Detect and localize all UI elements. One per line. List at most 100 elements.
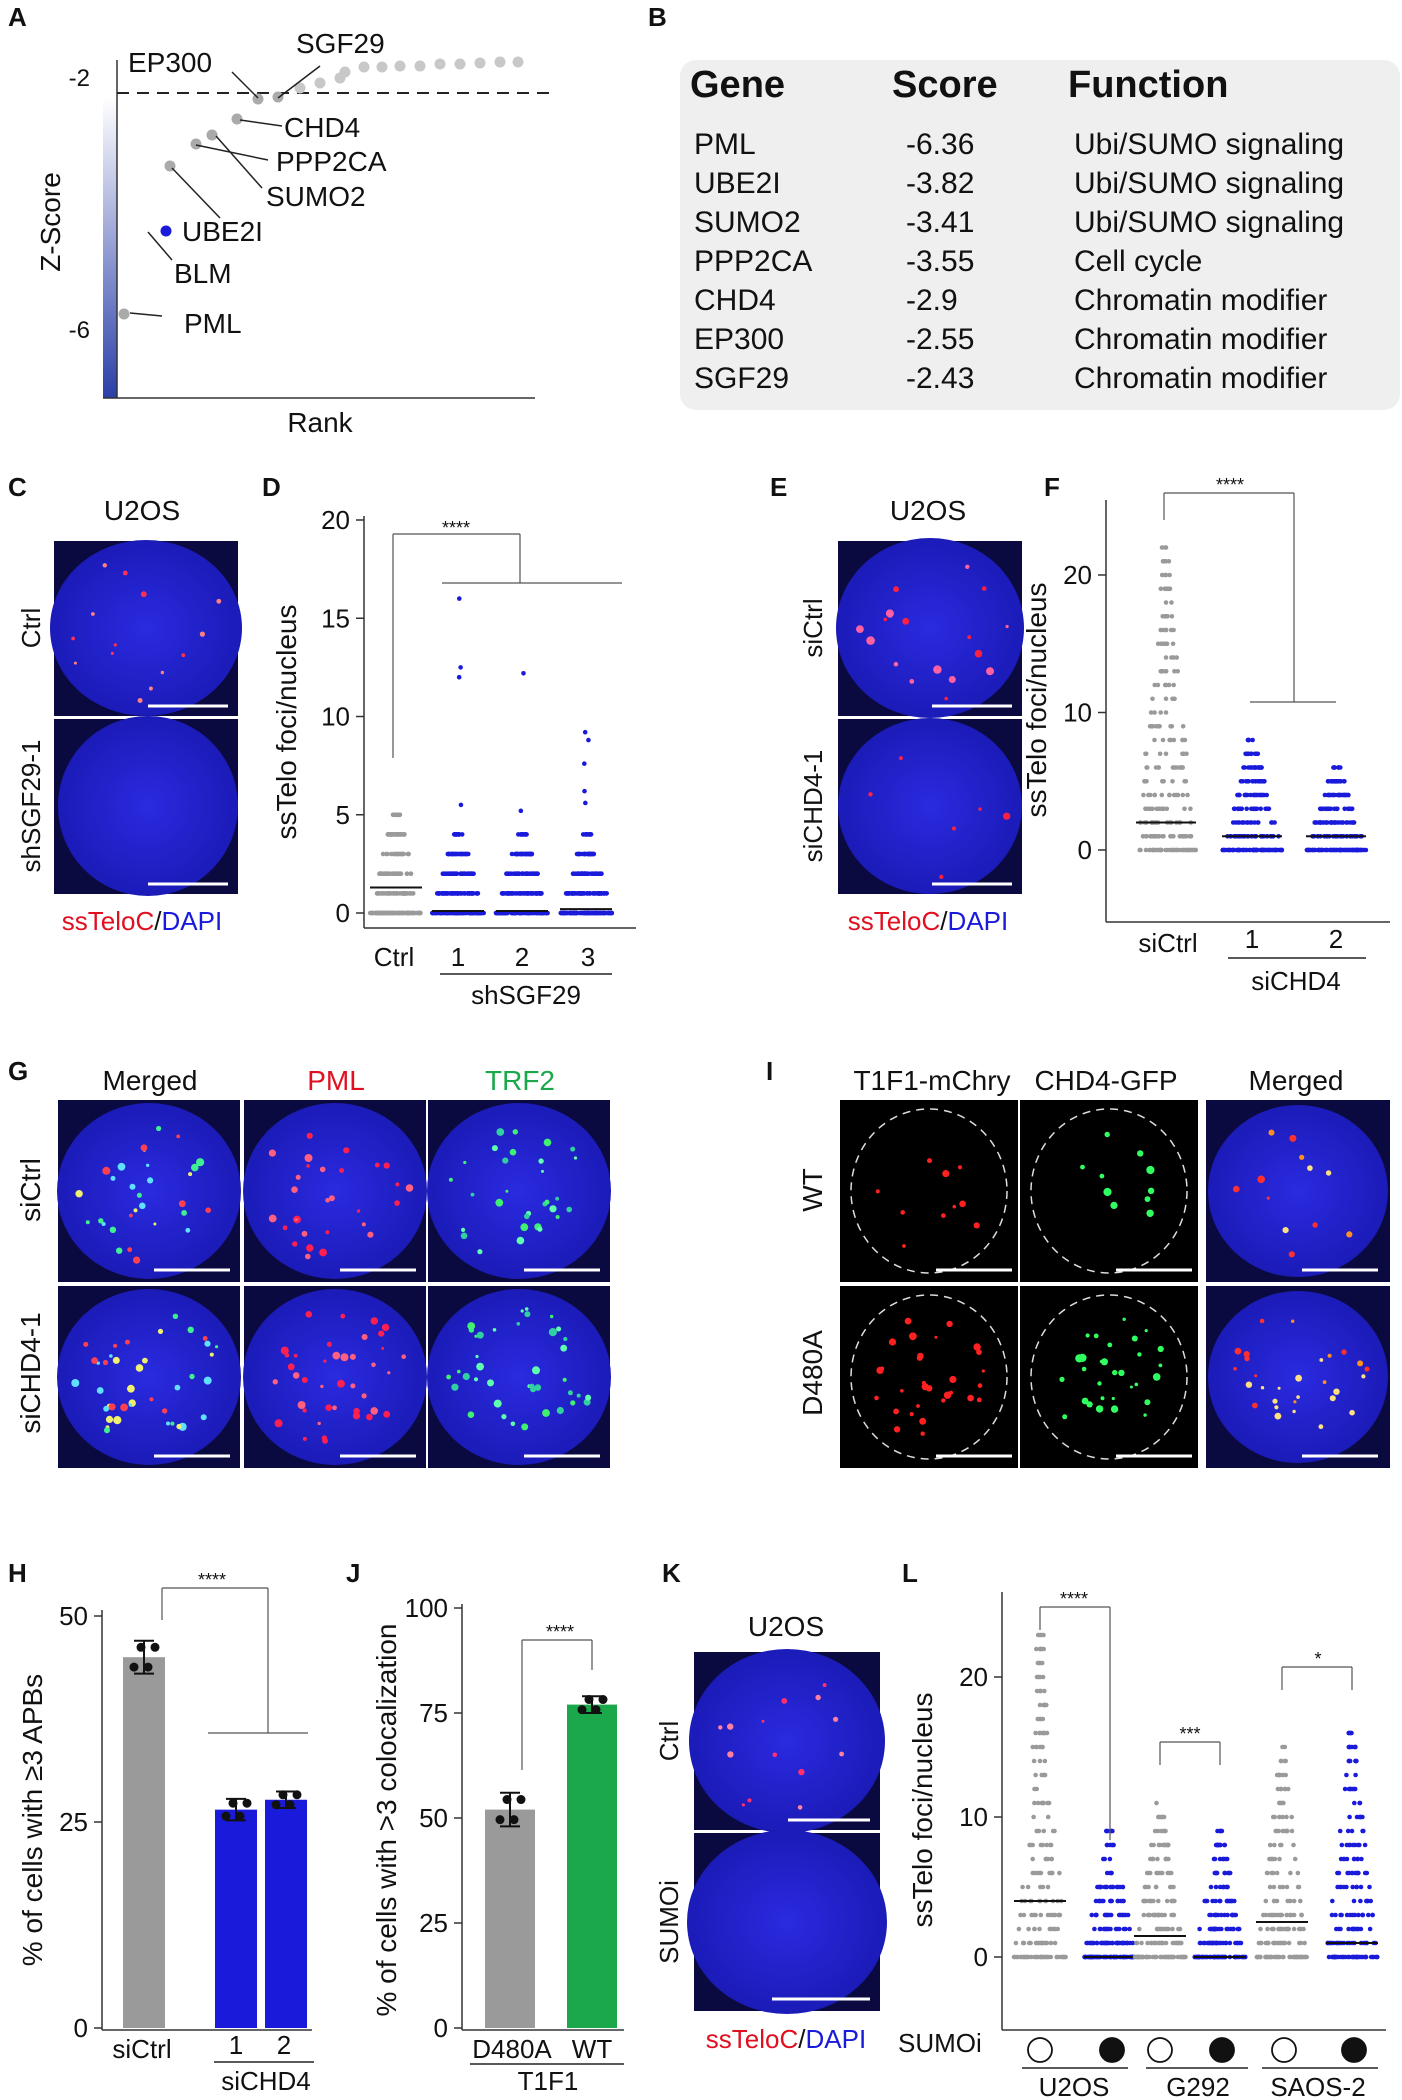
focus-spot: [974, 649, 983, 658]
table-cell-gene: EP300: [694, 323, 785, 356]
data-point: [1221, 1940, 1226, 1946]
data-point: [1276, 1954, 1281, 1960]
data-point: [1352, 847, 1358, 853]
micrograph-sichd4: [838, 718, 1022, 894]
focus-spot: [361, 1334, 368, 1340]
focus-spot: [718, 1725, 723, 1730]
micrograph-tile: [1206, 1100, 1390, 1282]
data-point: [505, 891, 510, 896]
focus-spot: [305, 1311, 313, 1318]
focus-spot: [520, 1309, 524, 1313]
focus-spot: [301, 1377, 308, 1383]
data-point: [458, 665, 463, 670]
data-point: [1272, 1842, 1277, 1848]
data-point: [1278, 1940, 1284, 1946]
focus-spot: [866, 636, 875, 645]
data-point: [1205, 1940, 1211, 1946]
data-point: [1237, 847, 1242, 853]
data-point: [1050, 1828, 1056, 1834]
data-point: [1349, 1744, 1355, 1750]
focus-spot: [1005, 624, 1009, 629]
data-point: [1221, 1856, 1226, 1862]
data-point: [1104, 1842, 1110, 1848]
data-point: [1247, 847, 1253, 853]
data-point: [1210, 1898, 1215, 1904]
focus-spot: [1111, 1396, 1115, 1401]
ytick-label: 100: [405, 1593, 448, 1623]
focus-spot: [727, 1751, 734, 1758]
data-point: [1163, 1856, 1169, 1862]
data-point: [394, 910, 399, 916]
point-label: EP300: [128, 47, 212, 78]
data-point: [1182, 779, 1187, 784]
table-header-function: Function: [1068, 64, 1229, 106]
data-point: [460, 851, 466, 857]
data-point: [399, 910, 405, 916]
data-point: [1041, 1632, 1046, 1638]
focus-spot: [287, 1363, 295, 1371]
data-point: [1180, 724, 1186, 729]
point-label: PML: [184, 308, 242, 339]
focus-spot: [900, 1389, 904, 1393]
foci-group: [272, 1311, 407, 1444]
focus-spot: [475, 1354, 479, 1359]
panel-k: K U2OS Ctrl SUMOi ssTeloC/DAPI: [654, 1558, 887, 2054]
focus-spot: [148, 686, 153, 691]
data-point: [1330, 1898, 1335, 1904]
data-point: [1044, 1954, 1050, 1960]
focus-spot: [1110, 1405, 1119, 1413]
focus-spot: [1289, 1134, 1297, 1142]
data-point: [1358, 1926, 1364, 1932]
focus-spot: [109, 1226, 117, 1234]
focus-spot: [520, 1223, 529, 1232]
focus-spot: [973, 1343, 981, 1351]
nucleus-outline: [850, 1294, 1008, 1460]
focus-spot: [109, 1354, 113, 1358]
focus-spot: [973, 1222, 980, 1229]
data-point: [1115, 1884, 1121, 1890]
focus-spot: [1266, 1196, 1270, 1200]
data-point: [597, 891, 602, 896]
micrograph-tile: [243, 1100, 427, 1282]
focus-spot: [1147, 1187, 1155, 1195]
table-header-score: Score: [892, 64, 998, 106]
data-point: [1324, 847, 1329, 853]
data-point: [1038, 1842, 1044, 1848]
data-point: [118, 308, 130, 320]
focus-spot: [133, 1256, 141, 1264]
data-point: [272, 91, 284, 103]
focus-spot: [113, 1416, 122, 1425]
data-point: [1163, 600, 1169, 605]
data-point: [589, 910, 595, 916]
data-point: [1049, 1856, 1054, 1862]
ytick-label: 10: [321, 702, 350, 732]
data-point: [1043, 1940, 1048, 1946]
bar: [567, 1704, 617, 2028]
focus-spot: [370, 1317, 378, 1325]
data-point: [1104, 1828, 1109, 1834]
data-point: [1117, 1926, 1122, 1932]
data-point: [1286, 1940, 1292, 1946]
bar: [123, 1657, 165, 2028]
data-point: [518, 808, 524, 814]
data-point: [599, 871, 604, 876]
data-point: [1038, 1940, 1044, 1946]
focus-spot: [282, 1225, 288, 1231]
data-point: [1040, 1800, 1045, 1806]
data-point: [1170, 834, 1176, 839]
nucleus: [57, 1103, 241, 1279]
data-point: [1337, 847, 1343, 853]
data-point: [1231, 806, 1237, 812]
y-axis-label: ssTelo foci/nucleus: [1021, 582, 1052, 817]
data-point: [579, 910, 585, 916]
data-point: [1252, 765, 1258, 770]
data-point: [1258, 806, 1263, 812]
data-point: [1101, 1940, 1107, 1946]
focus-spot: [1144, 1399, 1151, 1406]
significance-stars: ****: [546, 1622, 574, 1642]
table-cell-score: -3.55: [906, 245, 975, 278]
data-point: [1215, 1912, 1221, 1918]
data-point: [1032, 1870, 1038, 1876]
data-point: [1287, 1898, 1293, 1904]
data-point: [1155, 1828, 1161, 1834]
